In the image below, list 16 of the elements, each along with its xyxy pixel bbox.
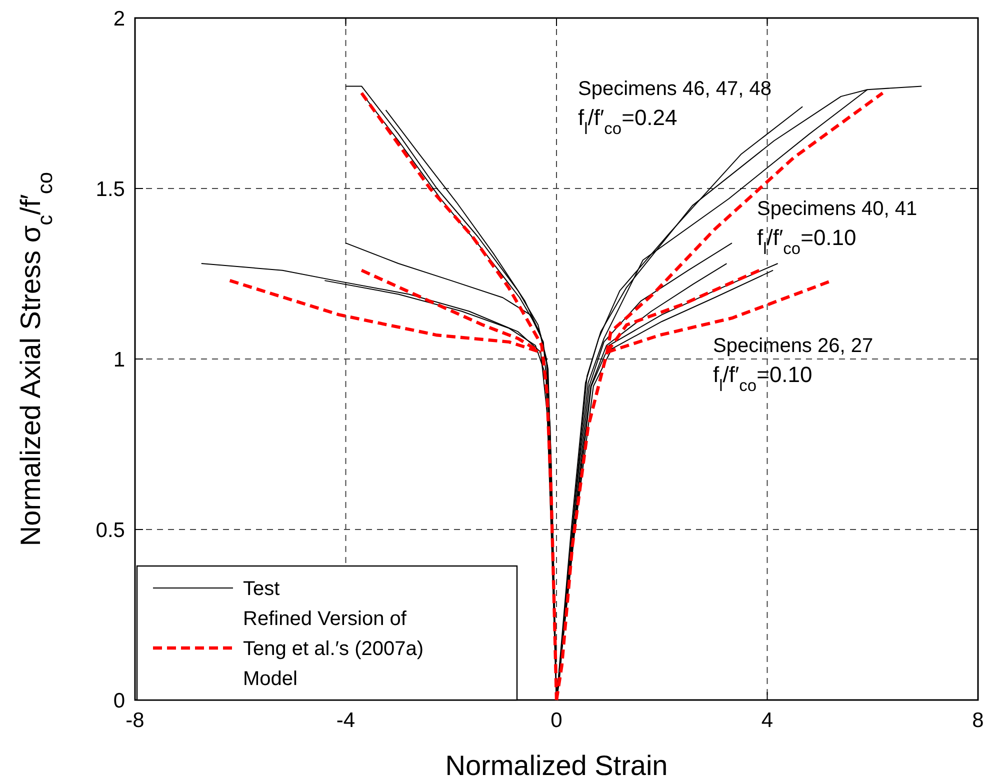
annotation: Specimens 46, 47, 48 f$_{l}$/f′$_{co}$=0.24 (578, 78, 772, 138)
x-axis-title: Normalized Strain (445, 750, 668, 781)
annotation: Specimens 26, 27 f$_{l}$/f′$_{co}$=0.10 (713, 335, 874, 395)
legend-label: Refined Version of Teng et al.′s (2007a) Model (243, 608, 424, 690)
annotation: Specimens 40, 41 f$_{l}$/f′$_{co}$=0.10 (757, 198, 918, 258)
x-tick-label: -8 (126, 709, 144, 732)
y-tick-label: 2 (113, 7, 125, 30)
y-tick-label: 0.5 (96, 518, 125, 542)
y-tick-label: 1 (113, 348, 125, 372)
y-tick-label: 1.5 (96, 178, 125, 201)
x-tick-label: 4 (761, 709, 774, 732)
legend-label: Test (243, 578, 280, 600)
y-tick-label: 0 (113, 689, 125, 712)
x-tick-label: 8 (972, 709, 984, 732)
x-tick-label: -4 (336, 709, 356, 732)
x-tick-label: 0 (550, 709, 562, 732)
